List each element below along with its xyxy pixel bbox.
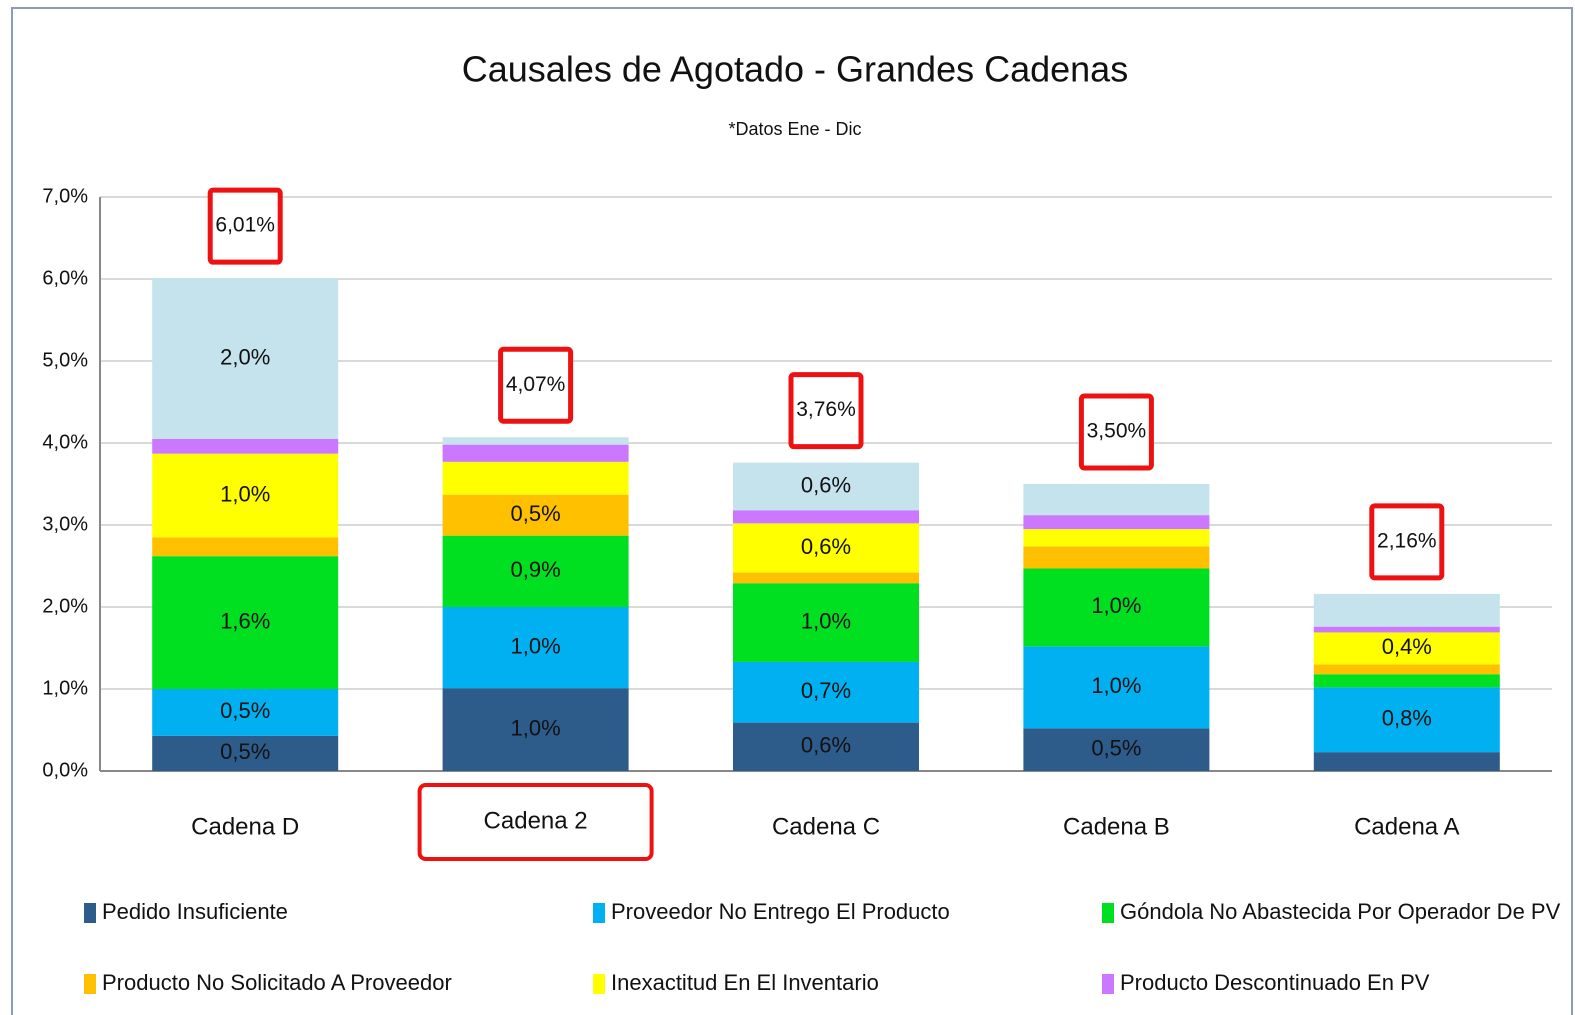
y-tick-label: 1,0%: [42, 677, 88, 699]
bar-segment: [1023, 546, 1210, 569]
data-label: 0,6%: [801, 472, 851, 497]
data-label: 0,5%: [220, 739, 270, 764]
legend-label: Inexactitud En El Inventario: [611, 970, 879, 995]
bar-segment: [442, 688, 629, 771]
bar-segment: [733, 523, 919, 573]
x-tick-label: Cadena 2: [484, 807, 588, 834]
bar-segment: [733, 661, 919, 723]
bar-segment: [733, 583, 919, 662]
data-label: 1,0%: [801, 608, 851, 633]
bar-segment: [733, 462, 919, 511]
total-label: 3,76%: [796, 398, 856, 421]
bar-segment: [1313, 632, 1500, 665]
legend-swatch: [84, 974, 96, 994]
bar-segment: [1313, 687, 1500, 753]
bar-segment: [1023, 529, 1210, 547]
bar-segment: [152, 556, 339, 689]
total-label: 4,07%: [506, 373, 566, 396]
x-tick-label: Cadena B: [1063, 813, 1170, 840]
bar-segment: [442, 607, 629, 689]
bar-segment: [152, 735, 339, 771]
data-label: 0,6%: [801, 534, 851, 559]
data-label: 1,0%: [1091, 673, 1141, 698]
bar-segment: [1313, 674, 1500, 688]
bar-segment: [442, 535, 629, 607]
y-tick-label: 6,0%: [42, 267, 88, 289]
chart-title: Causales de Agotado - Grandes Cadenas: [462, 49, 1128, 90]
bar-segment: [1313, 593, 1500, 627]
data-label: 0,9%: [511, 557, 561, 582]
legend-label: Góndola No Abastecida Por Operador De PV: [1120, 899, 1561, 924]
bar-segment: [1023, 484, 1210, 516]
legend-swatch: [1102, 903, 1114, 923]
data-label: 2,0%: [220, 344, 270, 369]
bar-segment: [152, 438, 339, 454]
bar-segment: [733, 510, 919, 524]
data-label: 1,0%: [1091, 593, 1141, 618]
legend-label: Pedido Insuficiente: [102, 899, 288, 924]
data-label: 0,5%: [1091, 735, 1141, 760]
bar-segment: [152, 689, 339, 736]
bar-segment: [442, 444, 629, 462]
bar-segment: [442, 494, 629, 536]
y-tick-label: 4,0%: [42, 431, 88, 453]
total-box: [498, 346, 574, 424]
legend-swatch: [1102, 974, 1114, 994]
bar-segment: [442, 437, 629, 445]
data-label: 0,4%: [1382, 634, 1432, 659]
bar-segment: [1313, 752, 1500, 771]
bar-segment: [152, 278, 339, 439]
bar-segment: [152, 537, 339, 557]
bar-segment: [733, 572, 919, 584]
data-label: 1,0%: [220, 481, 270, 506]
y-tick-label: 7,0%: [42, 185, 88, 207]
data-label: 1,6%: [220, 608, 270, 633]
x-tick-label: Cadena C: [772, 813, 880, 840]
bar-segment: [1023, 728, 1210, 771]
data-label: 1,0%: [511, 633, 561, 658]
total-box: [207, 187, 283, 265]
data-label: 0,8%: [1382, 706, 1432, 731]
total-box: [788, 372, 864, 450]
legend-label: Proveedor No Entrego El Producto: [611, 899, 950, 924]
data-label: 1,0%: [511, 715, 561, 740]
chart-subtitle: *Datos Ene - Dic: [728, 119, 861, 139]
legend-swatch: [84, 903, 96, 923]
legend-label: Producto Descontinuado En PV: [1120, 970, 1430, 995]
bar-segment: [1313, 626, 1500, 633]
data-label: 0,5%: [511, 501, 561, 526]
bar-segment: [152, 453, 339, 538]
bar-segment: [1023, 515, 1210, 530]
total-label: 2,16%: [1377, 529, 1437, 552]
data-label: 0,7%: [801, 678, 851, 703]
y-tick-label: 2,0%: [42, 595, 88, 617]
legend-swatch: [593, 903, 605, 923]
x-tick-label: Cadena A: [1354, 813, 1459, 840]
bar-segment: [1313, 664, 1500, 675]
x-tick-label: Cadena D: [191, 813, 299, 840]
data-label: 0,5%: [220, 698, 270, 723]
bar-segment: [733, 722, 919, 771]
total-box: [1078, 393, 1154, 471]
highlight-box: [417, 783, 654, 861]
data-label: 0,6%: [801, 733, 851, 758]
total-label: 6,01%: [215, 214, 275, 237]
y-tick-label: 3,0%: [42, 513, 88, 535]
y-tick-label: 0,0%: [42, 759, 88, 781]
total-label: 3,50%: [1087, 420, 1147, 443]
total-box: [1369, 503, 1445, 581]
bar-segment: [1023, 646, 1210, 729]
bar-segment: [1023, 568, 1210, 647]
legend-swatch: [593, 974, 605, 994]
legend-label: Producto No Solicitado A Proveedor: [102, 970, 452, 995]
bar-segment: [442, 461, 629, 495]
y-tick-label: 5,0%: [42, 349, 88, 371]
